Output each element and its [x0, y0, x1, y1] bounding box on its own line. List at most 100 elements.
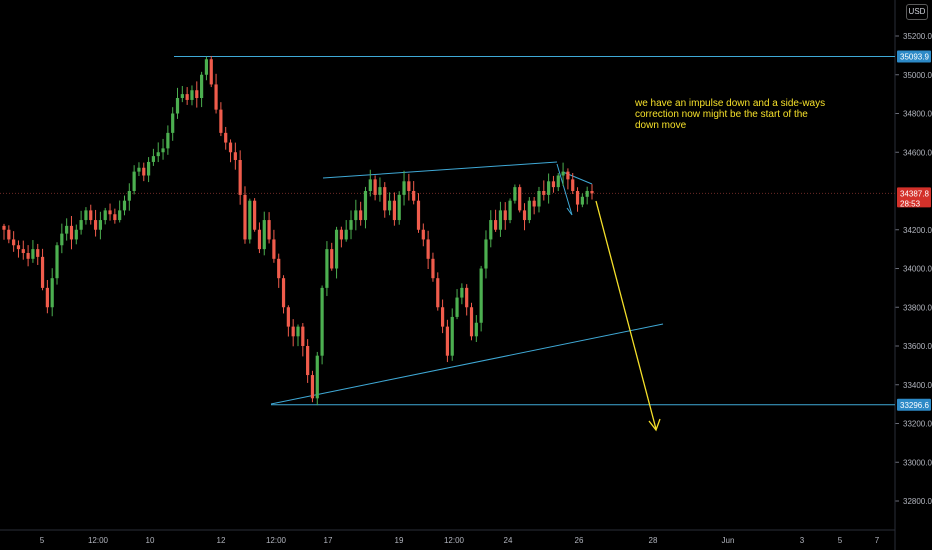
price-label-background [897, 50, 931, 63]
candle-body [551, 181, 556, 188]
time-axis: 5 12:00 10 12 12:00 17 19 12:00 24 26 28 Jun 3 5 7 [0, 529, 895, 545]
candle-body [450, 316, 454, 356]
price-tick-label: 33800.0 [903, 303, 932, 312]
price-label-background [897, 187, 931, 208]
candle-body [445, 326, 450, 356]
candle-body [571, 179, 575, 191]
candle-body [508, 200, 512, 221]
candle-body [513, 187, 517, 201]
candle-body [277, 258, 281, 279]
candle-body [416, 200, 421, 230]
candle-body [580, 196, 584, 205]
candle-body [45, 287, 49, 308]
chart-drawings[interactable] [0, 56, 895, 432]
candle-body [151, 156, 156, 162]
candle-body [175, 98, 180, 114]
candle-body [171, 113, 175, 133]
candle-body [378, 187, 382, 195]
time-tick-label: 5 [838, 536, 843, 545]
time-tick-label: 12 [217, 536, 226, 545]
candle-body [522, 210, 527, 221]
price-tick-label: 34600.0 [903, 148, 932, 157]
candle-body [334, 229, 339, 269]
candle-body [301, 326, 305, 346]
price-tick-label: 35000.0 [903, 71, 932, 80]
candle-body [339, 229, 343, 240]
candle-body [31, 249, 35, 259]
candle-body [21, 249, 25, 253]
candle-body [354, 210, 358, 221]
candle-body [455, 297, 459, 317]
candle-body [214, 84, 218, 110]
price-label-text: 35093.9 [900, 53, 929, 62]
price-label-text: 34387.8 [900, 189, 929, 198]
candle-body [561, 171, 565, 176]
candle-body [146, 161, 151, 176]
candle-body [166, 132, 170, 149]
currency-button[interactable]: USD [906, 4, 928, 20]
price-label-text: 28:53 [900, 199, 921, 208]
time-tick-label: Jun [722, 536, 735, 545]
candle-body [142, 167, 146, 176]
price-tick-label: 34000.0 [903, 265, 932, 274]
candle-body [460, 287, 464, 298]
candle-body [132, 171, 136, 191]
candle-body [518, 187, 522, 211]
candle-body [127, 191, 131, 201]
price-tick-label: 35200.0 [903, 32, 932, 41]
candle-body [267, 220, 271, 240]
candle-body [50, 278, 54, 308]
candle-body [156, 152, 160, 157]
time-tick-label: 24 [504, 536, 513, 545]
candle-body [590, 191, 594, 194]
candle-body [320, 287, 324, 356]
annotation-text[interactable]: we have an impulse down and a side-ways c… [634, 98, 825, 131]
candle-body [296, 326, 300, 337]
candle-body [392, 200, 396, 221]
candle-body [26, 253, 30, 259]
candle-body [421, 229, 425, 240]
candle-body [137, 167, 141, 172]
candle-body [118, 210, 122, 221]
candle-body [426, 239, 430, 259]
candle-body [556, 175, 560, 188]
candle-body [547, 181, 551, 195]
candle-body [325, 249, 329, 288]
candle-body [65, 225, 69, 234]
candle-body [180, 94, 184, 98]
candle-body [60, 233, 64, 246]
candle-body [55, 245, 59, 279]
candle-body [84, 210, 88, 221]
price-tick-label: 33200.0 [903, 420, 932, 429]
candle-body [36, 249, 40, 257]
price-label-text: 33296.6 [900, 401, 929, 410]
candle-body [69, 225, 74, 240]
rising-resistance-trendline [322, 161, 558, 179]
projection-arrow-shaft [595, 200, 657, 430]
candle-body [474, 322, 478, 337]
candle-body [272, 239, 276, 259]
time-tick-label: 5 [40, 536, 45, 545]
resistance-price-label: 35093.9 [897, 50, 931, 63]
candle-body [98, 220, 102, 230]
candle-body [575, 191, 580, 205]
candle-body [484, 239, 488, 269]
candle-body [204, 59, 209, 75]
candle-body [103, 210, 107, 221]
candle-body [465, 287, 469, 308]
candle-body [349, 220, 353, 230]
time-tick-label: 7 [875, 536, 880, 545]
candle-body [566, 171, 570, 180]
candle-body [2, 225, 6, 230]
candle-body [368, 179, 372, 191]
candle-body [359, 210, 363, 221]
candle-body [190, 90, 194, 100]
candle-body [228, 142, 233, 153]
candle-body [291, 326, 295, 337]
candle-body [407, 181, 411, 191]
support-price-label: 33296.6 [897, 398, 931, 411]
price-tick-label: 33400.0 [903, 381, 932, 390]
time-tick-label: 10 [146, 536, 155, 545]
candle-body [281, 278, 286, 308]
